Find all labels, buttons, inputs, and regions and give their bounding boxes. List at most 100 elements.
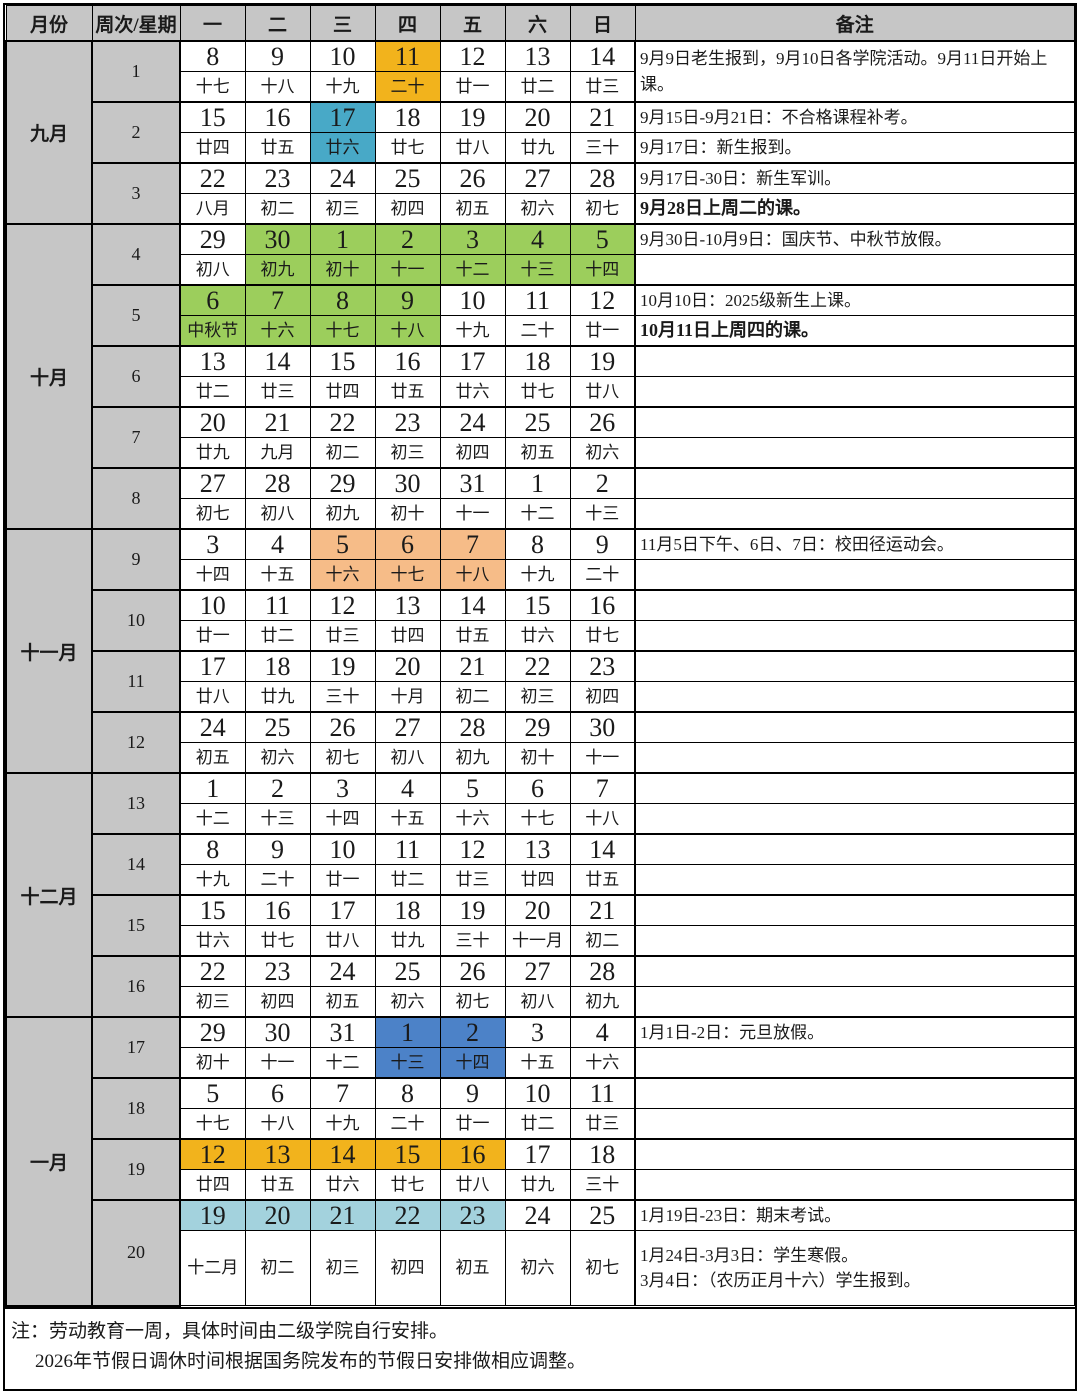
lunar-cell: 初四 bbox=[439, 437, 506, 469]
note-cell-week-14-top bbox=[634, 833, 1075, 865]
date-cell: 13 bbox=[179, 345, 246, 377]
date-cell: 4 bbox=[504, 223, 571, 255]
date-cell: 23 bbox=[374, 406, 441, 438]
col-header-sun: 日 bbox=[569, 5, 636, 42]
date-cell: 25 bbox=[569, 1199, 636, 1231]
lunar-cell: 廿八 bbox=[569, 376, 636, 408]
col-header-mon: 一 bbox=[179, 5, 246, 42]
week-15-dates-row: 15 15 16 17 18 19 20 21 bbox=[6, 894, 1075, 957]
date-cell: 15 bbox=[179, 894, 246, 926]
note-cell-week-7-bottom bbox=[634, 437, 1075, 469]
lunar-cell: 初九 bbox=[569, 986, 636, 1018]
lunar-cell: 廿七 bbox=[244, 925, 311, 957]
date-cell: 19 bbox=[569, 345, 636, 377]
lunar-cell: 廿四 bbox=[504, 864, 571, 896]
date-cell: 11 bbox=[374, 40, 441, 72]
lunar-cell: 初二 bbox=[439, 681, 506, 713]
date-cell: 6 bbox=[374, 528, 441, 560]
lunar-cell: 十九 bbox=[309, 71, 376, 103]
lunar-cell: 二十 bbox=[374, 1108, 441, 1140]
week-number-cell-9: 9 bbox=[91, 528, 181, 591]
col-header-notes: 备注 bbox=[634, 5, 1075, 42]
date-cell: 16 bbox=[439, 1138, 506, 1170]
date-cell: 15 bbox=[309, 345, 376, 377]
date-cell: 24 bbox=[504, 1199, 571, 1231]
calendar-body: 九月 1 8 9 10 11 12 13 14 9月9日老生报到，9月10日各学院活动。9月11日… bbox=[5, 40, 1075, 1307]
note-cell-week-12-top bbox=[634, 711, 1075, 743]
lunar-cell: 廿三 bbox=[244, 376, 311, 408]
lunar-cell: 初七 bbox=[179, 498, 246, 530]
week-14-dates-row: 14 8 9 10 11 12 13 14 bbox=[6, 833, 1075, 896]
date-cell: 12 bbox=[439, 40, 506, 72]
lunar-cell: 三十 bbox=[569, 1169, 636, 1201]
date-cell: 27 bbox=[179, 467, 246, 499]
week-6-dates-row: 6 13 14 15 16 17 18 19 bbox=[6, 345, 1075, 408]
lunar-cell: 十四 bbox=[179, 559, 246, 591]
date-cell: 21 bbox=[309, 1199, 376, 1231]
week-6-lunar-row: 廿二 廿三 廿四 廿五 廿六 廿七 廿八 bbox=[6, 376, 1075, 408]
date-cell: 23 bbox=[439, 1199, 506, 1231]
month-cell-十月: 十月 bbox=[5, 223, 93, 530]
note-cell-week-11-bottom bbox=[634, 681, 1075, 713]
date-cell: 5 bbox=[439, 772, 506, 804]
week-16-lunar-row: 初三 初四 初五 初六 初七 初八 初九 bbox=[6, 986, 1075, 1018]
lunar-cell: 廿五 bbox=[244, 132, 311, 164]
date-cell: 31 bbox=[439, 467, 506, 499]
lunar-cell: 廿五 bbox=[569, 864, 636, 896]
week-13-lunar-row: 十二 十三 十四 十五 十六 十七 十八 bbox=[6, 803, 1075, 835]
date-cell: 8 bbox=[309, 284, 376, 316]
lunar-cell: 十七 bbox=[179, 71, 246, 103]
note-cell-week-11-top bbox=[634, 650, 1075, 682]
lunar-cell: 十二 bbox=[439, 254, 506, 286]
date-cell: 2 bbox=[439, 1016, 506, 1048]
date-cell: 19 bbox=[309, 650, 376, 682]
date-cell: 1 bbox=[179, 772, 246, 804]
week-3-lunar-row: 八月 初二 初三 初四 初五 初六 初七 9月28日上周二的课。 bbox=[6, 193, 1075, 225]
lunar-cell: 十月 bbox=[374, 681, 441, 713]
lunar-cell: 初七 bbox=[569, 1230, 636, 1306]
col-header-fri: 五 bbox=[439, 5, 506, 42]
date-cell: 28 bbox=[569, 955, 636, 987]
note-cell-week-13-bottom bbox=[634, 803, 1075, 835]
lunar-cell: 初四 bbox=[374, 193, 441, 225]
week-12-dates-row: 12 24 25 26 27 28 29 30 bbox=[6, 711, 1075, 774]
lunar-cell: 十四 bbox=[569, 254, 636, 286]
date-cell: 6 bbox=[244, 1077, 311, 1109]
date-cell: 22 bbox=[374, 1199, 441, 1231]
date-cell: 25 bbox=[244, 711, 311, 743]
lunar-cell: 廿五 bbox=[439, 620, 506, 652]
date-cell: 14 bbox=[244, 345, 311, 377]
date-cell: 13 bbox=[374, 589, 441, 621]
lunar-cell: 十五 bbox=[244, 559, 311, 591]
date-cell: 3 bbox=[179, 528, 246, 560]
note-cell-week-2-top: 9月15日-9月21日：不合格课程补考。 bbox=[634, 101, 1075, 133]
week-18-lunar-row: 十七 十八 十九 二十 廿一 廿二 廿三 bbox=[6, 1108, 1075, 1140]
lunar-cell: 十九 bbox=[309, 1108, 376, 1140]
lunar-cell: 十一 bbox=[439, 498, 506, 530]
col-header-wed: 三 bbox=[309, 5, 376, 42]
week-number-cell-20: 20 bbox=[91, 1199, 181, 1307]
date-cell: 21 bbox=[439, 650, 506, 682]
lunar-cell: 初二 bbox=[244, 1230, 311, 1306]
week-3-dates-row: 3 22 23 24 25 26 27 28 9月17日-30日：新生军训。 bbox=[6, 162, 1075, 225]
date-cell: 14 bbox=[569, 40, 636, 72]
lunar-cell: 十二月 bbox=[179, 1230, 246, 1306]
date-cell: 9 bbox=[244, 833, 311, 865]
date-cell: 3 bbox=[309, 772, 376, 804]
date-cell: 27 bbox=[504, 162, 571, 194]
week-number-cell-1: 1 bbox=[91, 40, 181, 103]
note-cell-week-20-bottom: 1月24日-3月3日：学生寒假。 3月4日：（农历正月十六）学生报到。 bbox=[634, 1230, 1075, 1306]
lunar-cell: 十二 bbox=[309, 1047, 376, 1079]
week-1-dates-row: 九月 1 8 9 10 11 12 13 14 9月9日老生报到，9月10日各学院活动。9月11日… bbox=[5, 40, 1075, 225]
lunar-cell: 十三 bbox=[374, 1047, 441, 1079]
lunar-cell: 十一 bbox=[569, 742, 636, 774]
lunar-cell: 十八 bbox=[244, 1108, 311, 1140]
note-cell-week-5-top: 10月10日：2025级新生上课。 bbox=[634, 284, 1075, 316]
lunar-cell: 廿六 bbox=[504, 620, 571, 652]
lunar-cell: 初十 bbox=[504, 742, 571, 774]
week-number-cell-18: 18 bbox=[91, 1077, 181, 1140]
date-cell: 30 bbox=[244, 223, 311, 255]
month-cell-十二月: 十二月 bbox=[5, 772, 93, 1018]
lunar-cell: 十五 bbox=[504, 1047, 571, 1079]
date-cell: 3 bbox=[504, 1016, 571, 1048]
